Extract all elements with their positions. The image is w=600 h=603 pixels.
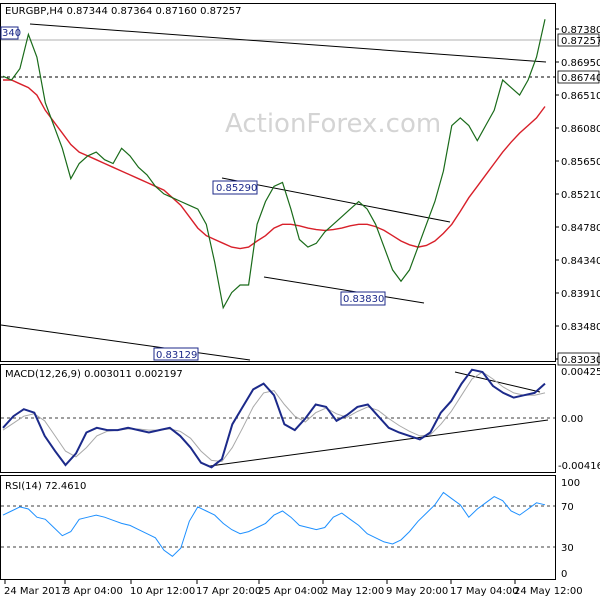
moving-average-line: [3, 79, 546, 250]
svg-text:0.83129: 0.83129: [156, 350, 197, 361]
price-axis: 0.87380 0.86950 0.86510 0.86080 0.85650 0.852…: [555, 25, 600, 366]
time-axis-tick: 10 Apr 12:00: [130, 586, 195, 597]
macd-trendline-rising: [209, 419, 549, 467]
price-axis-tick: 0.87380: [561, 25, 600, 36]
macd-header: MACD(12,26,9) 0.003011 0.002197: [5, 369, 183, 380]
price-axis-tick: 0.83030: [561, 355, 600, 366]
macd-axis: 0.00425 0.00 -0.004167: [558, 367, 600, 472]
dashed-level-box: 0.86740: [557, 70, 600, 84]
time-axis-tick: 17 Apr 20:00: [196, 586, 261, 597]
rsi-axis-tick: 0: [561, 569, 567, 580]
macd-axis-tick: 0.00425: [561, 367, 600, 378]
svg-text:340: 340: [2, 28, 21, 39]
time-axis-tick: 3 Apr 04:00: [64, 586, 123, 597]
trendline-lower-left: [0, 324, 251, 361]
channel-upper: [221, 177, 451, 223]
svg-text:0.86740: 0.86740: [561, 73, 600, 84]
time-axis-tick: 2 May 12:00: [322, 586, 384, 597]
channel-lower: [263, 276, 425, 304]
macd-panel-frame: [0, 364, 556, 473]
price-axis-bottom-box: [557, 352, 600, 366]
price-axis-tick: 0.85650: [561, 157, 600, 168]
price-axis-tick: 0.83480: [561, 322, 600, 333]
price-axis-tick: 0.86080: [561, 124, 600, 135]
price-axis-tick: 0.84340: [561, 256, 600, 267]
time-axis-tick: 24 May 12:00: [514, 586, 583, 597]
rsi-header: RSI(14) 72.4610: [5, 481, 86, 492]
rsi-axis-tick: 70: [561, 502, 574, 513]
chart-header: EURGBP,H4 0.87344 0.87364 0.87160 0.8725…: [5, 6, 241, 17]
time-axis-tick: 24 Mar 2017: [4, 586, 67, 597]
rsi-line: [2, 491, 546, 557]
price-axis-tick: 0.84780: [561, 223, 600, 234]
price-line: [2, 19, 546, 310]
macd-axis-tick: 0.00: [561, 414, 583, 425]
price-axis-tick: 0.83910: [561, 289, 600, 300]
macd-axis-tick: -0.004167: [558, 461, 600, 472]
trendline-upper: [29, 23, 547, 63]
price-axis-tick: 0.85210: [561, 190, 600, 201]
time-axis-tick: 17 May 04:00: [450, 586, 519, 597]
macd-signal-line: [2, 371, 546, 463]
rsi-panel-frame: [0, 475, 556, 580]
rsi-axis-tick: 100: [561, 478, 580, 489]
current-price-box: 0.87257: [557, 33, 600, 47]
ohlc-label: 0.87344 0.87364 0.87160 0.87257: [66, 6, 241, 17]
svg-text:0.83830: 0.83830: [343, 294, 384, 305]
symbol-label: EURGBP,H4: [5, 6, 63, 17]
annotation-low1: 0.83830: [340, 291, 386, 306]
annotation-high1: 0.85290: [212, 180, 258, 195]
time-axis-tick: 25 Apr 04:00: [258, 586, 323, 597]
svg-text:0.87257: 0.87257: [561, 36, 600, 47]
price-panel-frame: [0, 3, 556, 362]
svg-text:0.85290: 0.85290: [216, 183, 257, 194]
annotation-low0: 0.83129: [153, 347, 199, 361]
macd-line: [2, 368, 546, 469]
watermark: ActionForex.com: [225, 109, 441, 139]
price-axis-tick: 0.86950: [561, 58, 600, 69]
rsi-axis-tick: 30: [561, 543, 574, 554]
price-axis-tick: 0.86510: [561, 91, 600, 102]
annotation-left-edge: 340: [0, 26, 21, 40]
rsi-axis: 100 70 30 0: [561, 478, 580, 580]
time-axis-tick: 9 May 20:00: [386, 586, 448, 597]
